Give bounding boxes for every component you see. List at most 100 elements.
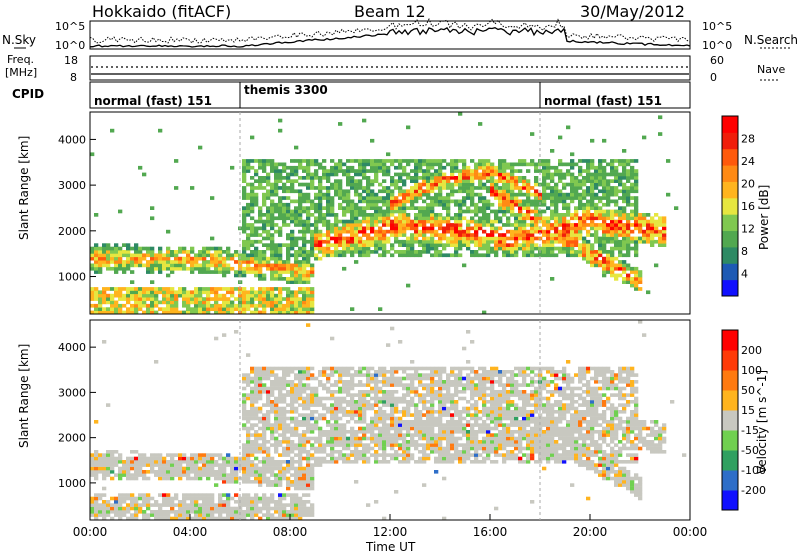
velocity-cell (422, 393, 427, 397)
velocity-cell (266, 480, 271, 484)
power-cell (290, 159, 295, 163)
power-cell (278, 128, 283, 133)
velocity-cell (266, 426, 271, 431)
power-cell (330, 206, 335, 210)
velocity-cell (90, 496, 95, 501)
power-cell (610, 209, 615, 214)
velocity-cell (322, 396, 327, 401)
power-cell (354, 169, 359, 173)
power-cell (630, 246, 635, 251)
power-cell (214, 246, 219, 251)
velocity-cell (306, 480, 311, 484)
velocity-cell (270, 470, 275, 474)
velocity-cell (214, 516, 219, 521)
power-cell (554, 233, 559, 237)
power-cell (274, 176, 279, 180)
power-cell (254, 246, 259, 251)
velocity-cell (298, 476, 303, 481)
velocity-cell (430, 403, 435, 407)
velocity-cell (206, 466, 211, 471)
power-cell (130, 293, 135, 298)
velocity-cell (158, 466, 163, 471)
power-cell (298, 202, 303, 207)
velocity-cell (382, 366, 387, 371)
power-cell (602, 273, 607, 278)
power-cell (606, 202, 611, 207)
power-cell (606, 226, 611, 231)
power-cell (286, 287, 291, 291)
power-cell (558, 250, 563, 254)
power-cell (134, 260, 139, 264)
velocity-cell (378, 440, 383, 444)
power-cell (294, 260, 299, 264)
power-cell (282, 209, 287, 214)
velocity-cell (262, 430, 267, 434)
velocity-cell (350, 453, 355, 457)
power-cell (254, 310, 259, 315)
power-cell (330, 253, 335, 258)
power-cell (598, 263, 603, 268)
power-cell (238, 260, 243, 264)
power-cell (382, 165, 387, 170)
power-cell (602, 196, 607, 200)
power-cell (370, 239, 375, 244)
velocity-cell (206, 503, 211, 507)
power-cell (402, 253, 407, 258)
power-cell (346, 176, 351, 180)
power-cell (90, 246, 95, 251)
velocity-cell (286, 486, 291, 491)
power-cell (362, 226, 367, 231)
velocity-cell (290, 366, 295, 371)
velocity-cell (162, 470, 167, 474)
power-cell (206, 307, 211, 311)
velocity-cell (362, 453, 367, 457)
power-cell (394, 223, 399, 227)
velocity-cell (298, 506, 303, 511)
velocity-cell (134, 500, 139, 504)
power-cell (294, 256, 299, 261)
power-cell (458, 219, 463, 224)
velocity-cell (126, 476, 131, 481)
power-cell (606, 250, 611, 254)
velocity-cell (114, 503, 119, 507)
power-cell (430, 172, 435, 177)
power-cell (102, 260, 107, 264)
velocity-cell (98, 453, 103, 457)
velocity-cell (214, 460, 219, 464)
power-cell (662, 226, 667, 231)
velocity-cell (282, 400, 287, 404)
power-cell (238, 253, 243, 258)
velocity-cell (418, 433, 423, 437)
power-cell (430, 165, 435, 170)
velocity-cell (418, 443, 423, 447)
velocity-cell (370, 403, 375, 407)
power-cell (526, 192, 531, 197)
power-cell (266, 172, 271, 177)
power-cell (554, 236, 559, 241)
power-cell (134, 297, 139, 301)
power-cell (358, 229, 363, 234)
velocity-cell (406, 390, 411, 394)
power-cell (98, 293, 103, 298)
power-cell (358, 199, 363, 204)
power-cell (590, 246, 595, 251)
velocity-cell (250, 403, 255, 407)
power-cell (334, 189, 339, 194)
velocity-cell (426, 443, 431, 447)
power-cell (418, 233, 423, 237)
velocity-cell (338, 456, 343, 461)
velocity-cell (338, 403, 343, 407)
velocity-cell (126, 510, 131, 514)
velocity-cell (274, 426, 279, 431)
velocity-cell (242, 473, 247, 477)
power-cell (378, 213, 383, 217)
power-cell (186, 260, 191, 264)
velocity-cell (294, 376, 299, 381)
velocity-cell (378, 406, 383, 411)
power-cell (486, 186, 491, 190)
power-cell (454, 246, 459, 251)
velocity-cell (418, 373, 423, 377)
velocity-cell (174, 513, 179, 517)
velocity-cell (170, 473, 175, 477)
power-cell (406, 239, 411, 244)
